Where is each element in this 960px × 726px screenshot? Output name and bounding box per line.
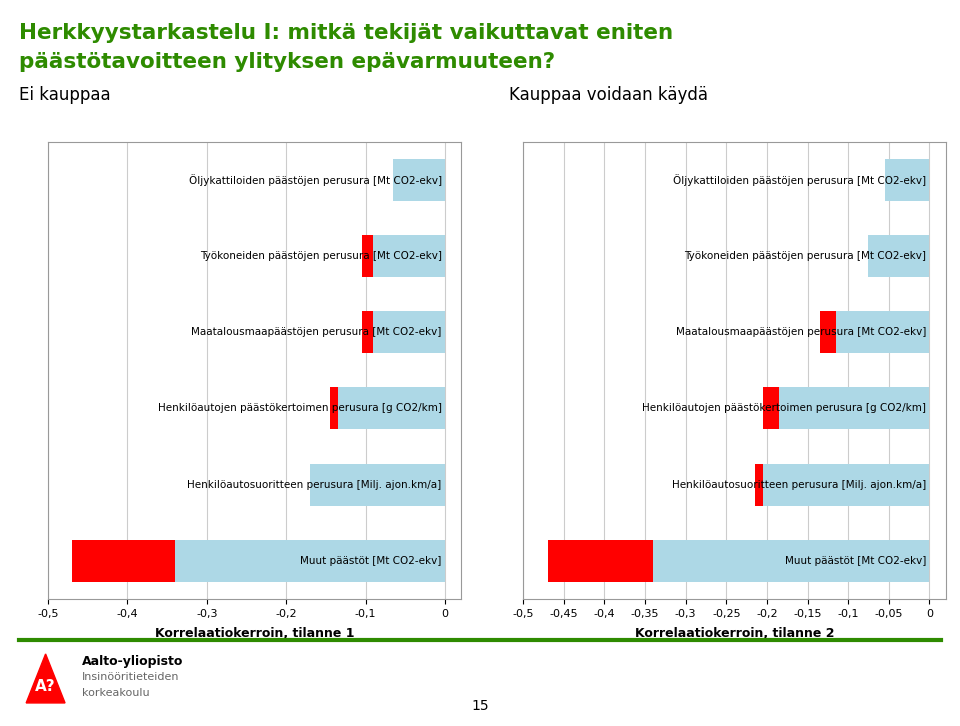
Text: Työkoneiden päästöjen perusura [Mt CO2-ekv]: Työkoneiden päästöjen perusura [Mt CO2-e… [200,251,442,261]
Bar [373,235,444,277]
Bar [330,388,338,429]
Text: Öljykattiloiden päästöjen perusura [Mt CO2-ekv]: Öljykattiloiden päästöjen perusura [Mt C… [188,174,442,186]
Bar [775,388,929,429]
Text: Ei kauppaa: Ei kauppaa [19,86,110,104]
Bar [836,311,929,353]
Bar [72,540,444,582]
Text: Muut päästöt [Mt CO2-ekv]: Muut päästöt [Mt CO2-ekv] [784,556,926,566]
Bar [373,311,444,353]
Text: Herkkyystarkastelu I: mitkä tekijät vaikuttavat eniten: Herkkyystarkastelu I: mitkä tekijät vaik… [19,23,673,44]
Polygon shape [26,654,65,703]
Text: Henkilöautosuoritteen perusura [Milj. ajon.km/a]: Henkilöautosuoritteen perusura [Milj. aj… [672,480,926,489]
Bar [885,159,929,200]
X-axis label: Korrelaatiokerroin, tilanne 1: Korrelaatiokerroin, tilanne 1 [155,627,354,640]
Text: Henkilöautosuoritteen perusura [Milj. ajon.km/a]: Henkilöautosuoritteen perusura [Milj. aj… [187,480,442,489]
Text: Henkilöautojen päästökertoimen perusura [g CO2/km]: Henkilöautojen päästökertoimen perusura … [642,404,926,413]
Bar [763,388,780,429]
Text: päästötavoitteen ylityksen epävarmuuteen?: päästötavoitteen ylityksen epävarmuuteen… [19,52,555,73]
Text: Maatalousmaapäästöjen perusura [Mt CO2-ekv]: Maatalousmaapäästöjen perusura [Mt CO2-e… [676,327,926,337]
Text: A?: A? [36,679,56,694]
Bar [394,159,444,200]
Text: korkeakoulu: korkeakoulu [82,688,149,698]
Bar [547,540,653,582]
Bar [362,235,373,277]
Bar [310,464,444,505]
Text: Työkoneiden päästöjen perusura [Mt CO2-ekv]: Työkoneiden päästöjen perusura [Mt CO2-e… [684,251,926,261]
Text: Maatalousmaapäästöjen perusura [Mt CO2-ekv]: Maatalousmaapäästöjen perusura [Mt CO2-e… [191,327,442,337]
Bar [362,311,373,353]
Bar [755,464,763,505]
Text: Kauppaa voidaan käydä: Kauppaa voidaan käydä [509,86,708,104]
Text: Henkilöautojen päästökertoimen perusura [g CO2/km]: Henkilöautojen päästökertoimen perusura … [157,404,442,413]
Text: Aalto-yliopisto: Aalto-yliopisto [82,655,183,668]
Text: 15: 15 [471,699,489,713]
Bar [869,235,929,277]
Bar [820,311,836,353]
Bar [763,464,929,505]
Bar [72,540,175,582]
Text: Insinööritieteiden: Insinööritieteiden [82,672,180,682]
Text: Muut päästöt [Mt CO2-ekv]: Muut päästöt [Mt CO2-ekv] [300,556,442,566]
Bar [547,540,929,582]
Text: Öljykattiloiden päästöjen perusura [Mt CO2-ekv]: Öljykattiloiden päästöjen perusura [Mt C… [673,174,926,186]
Bar [338,388,444,429]
X-axis label: Korrelaatiokerroin, tilanne 2: Korrelaatiokerroin, tilanne 2 [635,627,834,640]
